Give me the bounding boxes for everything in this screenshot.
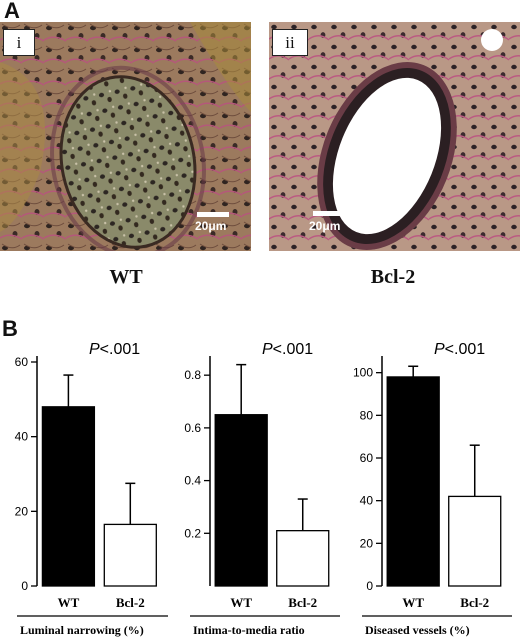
y-tick-label: 0.8 (184, 368, 201, 382)
micrograph-wt-image (0, 22, 251, 251)
scale-bar-label: 20μm (309, 219, 341, 233)
x-axis-label: Luminal narrowing (%) (20, 623, 144, 637)
bar-wt (386, 376, 440, 587)
x-axis-label: Intima-to-media ratio (193, 623, 305, 637)
y-tick-label: 60 (15, 355, 29, 369)
y-tick-label: 0.6 (184, 421, 201, 435)
group-label-wt: WT (109, 266, 143, 288)
category-label: WT (402, 595, 424, 610)
y-tick-label: 80 (360, 408, 374, 422)
y-tick-label: 100 (353, 366, 373, 380)
bar-bcl-2 (103, 523, 157, 587)
p-value-annotation: P<.001 (262, 341, 313, 358)
p-value-annotation: P<.001 (89, 341, 140, 358)
y-tick-label: 20 (360, 536, 374, 550)
category-label: WT (58, 595, 80, 610)
panel-a-letter: A (4, 0, 20, 23)
micrograph-wt: i 20μm (0, 22, 251, 251)
y-tick-label: 0 (21, 579, 28, 593)
category-label: Bcl-2 (116, 595, 145, 610)
y-tick-label: 0.2 (184, 526, 201, 540)
y-tick-label: 40 (360, 494, 374, 508)
image-tag-i: i (3, 29, 35, 56)
y-tick-label: 20 (15, 504, 29, 518)
micrograph-bcl2: ii 20μm (269, 22, 520, 251)
y-tick-label: 40 (15, 430, 29, 444)
y-tick-label: 0.4 (184, 474, 201, 488)
bar-wt (41, 406, 96, 587)
image-tag-ii: ii (272, 29, 308, 56)
y-tick-label: 0 (366, 579, 373, 593)
x-axis-label: Diseased vessels (%) (365, 623, 470, 637)
category-label: WT (230, 595, 252, 610)
panel-b-letter: B (2, 316, 18, 341)
micrograph-bcl2-image (269, 22, 520, 251)
category-label: Bcl-2 (460, 595, 489, 610)
scale-bar-label: 20μm (195, 219, 227, 233)
bar-bcl-2 (448, 495, 502, 587)
p-value-annotation: P<.001 (434, 341, 485, 358)
bar-bcl-2 (276, 530, 330, 587)
y-tick-label: 60 (360, 451, 374, 465)
bar-wt (214, 414, 268, 587)
group-label-bcl2: Bcl-2 (370, 266, 416, 288)
category-label: Bcl-2 (288, 595, 317, 610)
